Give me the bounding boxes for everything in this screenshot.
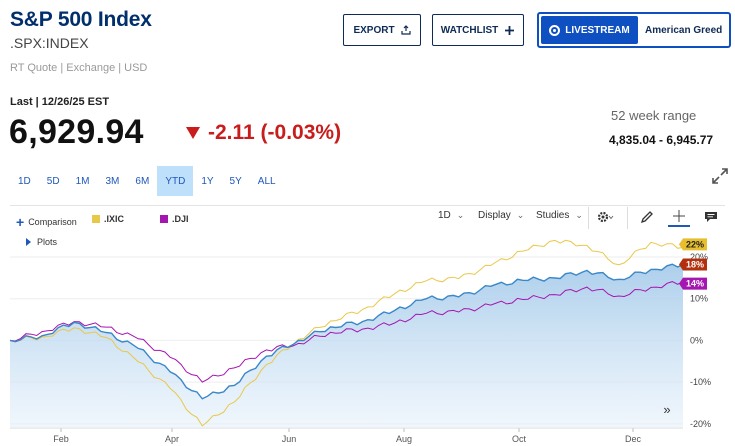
period-6m[interactable]: 6M [135, 175, 150, 187]
series-line-spx [9, 263, 684, 400]
pencil-icon [640, 211, 653, 224]
x-tick-label: Apr [165, 434, 179, 444]
interval-label: 1D [438, 210, 451, 221]
down-arrow-icon [186, 127, 200, 139]
badge-label: 22% [686, 239, 704, 249]
price-change-value: -2.11 (-0.03%) [208, 121, 342, 144]
plots-label: Plots [37, 237, 58, 247]
legend-ixic[interactable]: .IXIC [92, 214, 124, 224]
settings-button[interactable] [595, 207, 617, 227]
chevron-down-icon: ⌄ [575, 210, 583, 220]
plus-icon: + [16, 214, 25, 230]
period-5d[interactable]: 5D [46, 175, 60, 187]
x-tick-label: Oct [512, 434, 527, 444]
series-line-dji [9, 281, 684, 383]
page-title: S&P 500 Index [10, 8, 152, 31]
display-dropdown[interactable]: Display ⌄ [478, 210, 524, 221]
symbol-label: .SPX:INDEX [10, 35, 89, 51]
legend-label: .DJI [172, 214, 189, 224]
x-tick-label: Dec [625, 434, 642, 444]
comparison-button[interactable]: + Comparison [16, 214, 77, 230]
comment-button[interactable] [700, 207, 722, 227]
live-show-link[interactable]: American Greed [645, 24, 723, 36]
legend-label: .IXIC [104, 214, 125, 224]
last-price: 6,929.94 [9, 113, 144, 151]
period-1m[interactable]: 1M [75, 175, 90, 187]
y-tick-label: -20% [690, 419, 711, 429]
period-1d[interactable]: 1D [18, 175, 31, 187]
toolbar-separator [627, 207, 628, 229]
spx-area [10, 264, 683, 428]
period-5y[interactable]: 5Y [229, 175, 242, 187]
price-change: -2.11 (-0.03%) [186, 121, 341, 145]
chevron-down-icon: ⌄ [456, 210, 465, 220]
badge-shape [679, 238, 707, 251]
toolbar-separator [588, 207, 589, 229]
crosshair-icon [673, 210, 685, 222]
range-label: 52 week range [611, 108, 697, 123]
period-ytd[interactable]: YTD [157, 166, 194, 196]
watchlist-button[interactable]: WATCHLIST [432, 14, 524, 46]
comparison-label: Comparison [28, 217, 77, 227]
x-tick-label: Aug [396, 434, 412, 444]
export-icon [400, 25, 411, 35]
livestream-panel: LIVESTREAM American Greed [537, 12, 731, 48]
gear-icon [597, 211, 614, 223]
badge-shape [679, 277, 707, 290]
draw-button[interactable] [636, 207, 658, 227]
y-tick-label: 0% [690, 335, 703, 345]
series-end-badge: 18% [679, 258, 707, 271]
caret-right-icon [26, 238, 31, 246]
badge-label: 18% [686, 260, 704, 270]
y-tick-label: 20% [690, 252, 708, 262]
studies-dropdown[interactable]: Studies ⌄ [536, 210, 583, 221]
live-icon [549, 24, 561, 36]
badge-label: 14% [686, 279, 704, 289]
series-end-badge: 22% [679, 238, 707, 251]
period-all[interactable]: ALL [257, 175, 276, 187]
series-end-badge: 14% [679, 277, 707, 290]
export-label: EXPORT [353, 24, 395, 36]
display-label: Display [478, 210, 511, 221]
range-value: 4,835.04 - 6,945.77 [609, 133, 714, 147]
series-line-ixic [9, 239, 684, 427]
chevron-down-icon: ⌄ [516, 210, 525, 220]
legend-swatch [92, 215, 100, 223]
export-button[interactable]: EXPORT [343, 14, 421, 46]
period-3m[interactable]: 3M [105, 175, 120, 187]
interval-dropdown[interactable]: 1D ⌄ [438, 210, 464, 221]
last-timestamp: Last | 12/26/25 EST [10, 96, 110, 108]
expand-icon[interactable] [711, 167, 729, 185]
x-tick-label: Jun [282, 434, 297, 444]
quote-meta: RT Quote | Exchange | USD [10, 62, 148, 74]
period-selector: 1D 5D 1M 3M 6M YTD 1Y 5Y ALL [10, 166, 284, 196]
badge-shape [679, 258, 707, 271]
studies-label: Studies [536, 210, 570, 221]
toolbar-divider [10, 205, 725, 206]
livestream-label: LIVESTREAM [565, 24, 630, 36]
x-tick-label: Feb [53, 434, 69, 444]
plus-icon [505, 25, 515, 35]
legend-dji[interactable]: .DJI [160, 214, 189, 224]
y-tick-label: 10% [690, 294, 708, 304]
comment-icon [705, 212, 717, 222]
plots-toggle[interactable]: Plots [26, 237, 57, 247]
watchlist-label: WATCHLIST [440, 24, 499, 36]
legend-swatch [160, 215, 168, 223]
y-tick-label: -10% [690, 377, 711, 387]
period-1y[interactable]: 1Y [201, 175, 214, 187]
scroll-end-button[interactable]: » [663, 401, 671, 417]
crosshair-button[interactable] [668, 207, 690, 227]
livestream-button[interactable]: LIVESTREAM [541, 16, 638, 44]
